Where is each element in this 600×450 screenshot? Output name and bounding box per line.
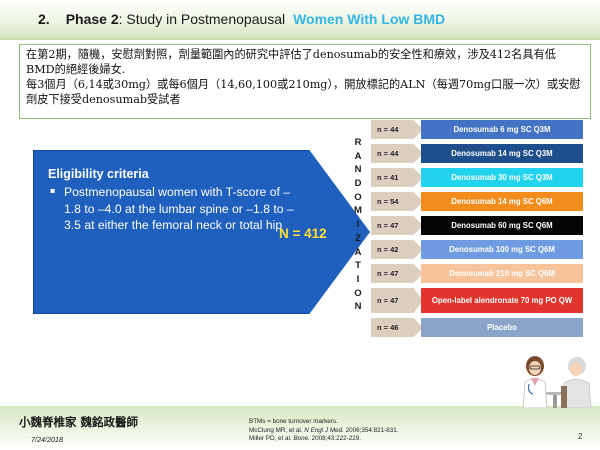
arm-label-box: Denosumab 14 mg SC Q3M — [421, 144, 583, 163]
author-name: 小魏脊椎家 魏銘政醫師 — [19, 415, 139, 429]
randomization-letter: D — [354, 178, 362, 190]
arm-n-label: n = 42 — [377, 245, 399, 254]
title-bar — [0, 0, 600, 40]
page-number: 2 — [578, 432, 583, 441]
arm-n-arrow: n = 47 — [371, 264, 423, 283]
arm-n-arrow: n = 47 — [371, 288, 423, 313]
treatment-arm-row: n = 47 Denosumab 60 mg SC Q6M — [371, 216, 583, 235]
randomization-letter: A — [354, 150, 362, 162]
reference-1-authors: McClung MR, et al. — [249, 426, 305, 434]
reference-abbrev: BTMs = bone turnover markers. — [249, 418, 338, 425]
section-number: 2. — [38, 11, 50, 27]
arm-label-box: Denosumab 6 mg SC Q3M — [421, 120, 583, 139]
eligibility-arrow — [33, 150, 370, 314]
slide-title: 2. Phase 2: Study in Postmenopausal Women… — [38, 11, 445, 27]
eligibility-title: Eligibility criteria — [48, 167, 149, 181]
total-n: N = 412 — [279, 226, 327, 241]
arm-n-arrow: n = 46 — [371, 318, 423, 337]
title-rest: : Study in Postmenopausal — [118, 11, 286, 27]
treatment-arm-row: n = 41 Denosumab 30 mg SC Q3M — [371, 168, 583, 187]
treatment-arm-row: n = 44 Denosumab 14 mg SC Q3M — [371, 144, 583, 163]
arm-n-arrow: n = 41 — [371, 168, 423, 187]
arm-label-box: Placebo — [421, 318, 583, 337]
arm-label-box: Denosumab 210 mg SC Q6M — [421, 264, 583, 283]
arm-n-label: n = 47 — [377, 269, 399, 278]
reference-2-citation: 2008;43:222-229. — [309, 435, 362, 443]
arm-n-arrow: n = 44 — [371, 120, 423, 139]
treatment-arm-row: n = 54 Denosumab 14 mg SC Q6M — [371, 192, 583, 211]
randomization-letter: M — [354, 205, 362, 217]
randomization-letter: R — [354, 137, 362, 148]
arm-n-label: n = 44 — [377, 149, 399, 158]
reference-1: McClung MR, et al. N Engl J Med. 2006;35… — [249, 427, 398, 436]
title-highlight: Women With Low BMD — [293, 11, 446, 27]
reference-1-citation: 2006;354:821-831. — [343, 426, 399, 434]
arm-n-label: n = 47 — [377, 296, 399, 305]
arm-n-arrow: n = 54 — [371, 192, 423, 211]
arm-n-arrow: n = 44 — [371, 144, 423, 163]
randomization-letter: T — [355, 260, 361, 272]
treatment-arm-row: n = 47 Open-label alendronate 70 mg PO QW — [371, 288, 583, 313]
randomization-letter: O — [354, 191, 362, 203]
randomization-letter: Z — [355, 232, 361, 244]
arm-n-arrow: n = 42 — [371, 240, 423, 259]
description-paragraph-1: 在第2期，隨機，安慰劑對照，劑量範圍內的研究中評估了denosumab的安全性和… — [26, 48, 556, 76]
randomization-letter: N — [354, 301, 362, 313]
arm-label-box: Denosumab 100 mg SC Q6M — [421, 240, 583, 259]
treatment-arm-row: n = 47 Denosumab 210 mg SC Q6M — [371, 264, 583, 283]
randomization-letter: N — [354, 164, 362, 176]
arm-n-label: n = 44 — [377, 125, 399, 134]
arm-label-box: Denosumab 30 mg SC Q3M — [421, 168, 583, 187]
randomization-letter: I — [356, 219, 360, 231]
arm-n-label: n = 46 — [377, 323, 399, 332]
treatment-arm-row: n = 46 Placebo — [371, 318, 583, 337]
phase-label: Phase 2 — [65, 11, 119, 27]
footer-band — [0, 406, 600, 450]
randomization-letter: A — [354, 246, 362, 258]
arm-label-box: Denosumab 60 mg SC Q6M — [421, 216, 583, 235]
arm-label-box: Denosumab 14 mg SC Q6M — [421, 192, 583, 211]
treatment-arm-row: n = 44 Denosumab 6 mg SC Q3M — [371, 120, 583, 139]
references: BTMs = bone turnover markers. McClung MR… — [249, 418, 398, 444]
footer-date: 7/24/2018 — [31, 435, 63, 444]
description-box: 在第2期，隨機，安慰劑對照，劑量範圍內的研究中評估了denosumab的安全性和… — [19, 44, 591, 119]
bullet-icon: ▪ — [50, 186, 56, 195]
description-paragraph-2: 每3個月（6,14或30mg）或每6個月（14,60,100或210mg），開放… — [26, 78, 581, 106]
randomization-letter: I — [356, 273, 360, 285]
reference-2-journal: Bone. — [293, 435, 310, 443]
arm-n-label: n = 54 — [377, 197, 399, 206]
arm-n-label: n = 41 — [377, 173, 399, 182]
arm-n-label: n = 47 — [377, 221, 399, 230]
arm-n-arrow: n = 47 — [371, 216, 423, 235]
reference-2-authors: Miller PD, et al. — [249, 435, 294, 443]
doctor-patient-illustration — [522, 356, 592, 408]
randomization-letter: O — [354, 287, 362, 299]
arm-label-box: Open-label alendronate 70 mg PO QW — [421, 288, 583, 313]
eligibility-text: Postmenopausal women with T-score of –1.… — [64, 185, 294, 232]
reference-1-journal: N Engl J Med. — [304, 426, 344, 434]
treatment-arm-row: n = 42 Denosumab 100 mg SC Q6M — [371, 240, 583, 259]
reference-2: Miller PD, et al. Bone. 2008;43:222-229. — [249, 435, 398, 444]
